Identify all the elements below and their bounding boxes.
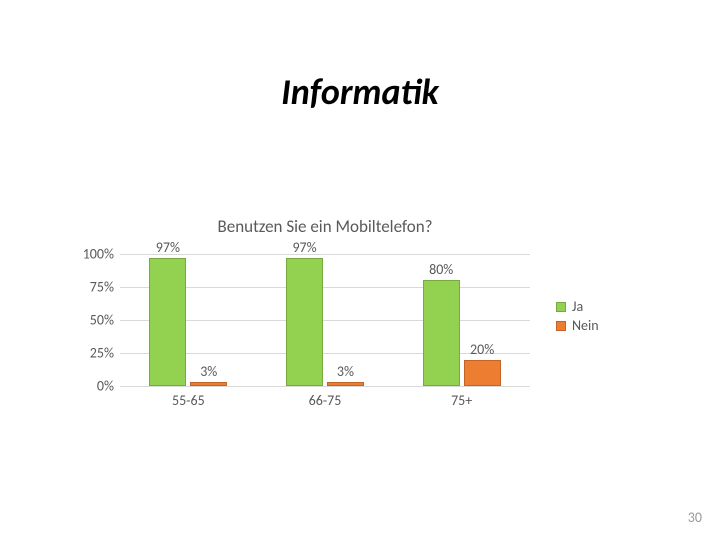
chart-legend: Ja Nein xyxy=(556,298,599,336)
gridline xyxy=(120,254,530,255)
bar-chart: 0%25%50%75%100%55-6597%3%66-7597%3%75+80… xyxy=(120,254,530,386)
y-axis-tick-label: 50% xyxy=(74,312,114,329)
legend-label: Ja xyxy=(572,298,583,315)
x-axis-tick-label: 55-65 xyxy=(172,392,205,409)
bar-data-label: 3% xyxy=(337,363,354,380)
y-axis-tick-label: 75% xyxy=(74,279,114,296)
bar xyxy=(149,258,186,386)
bar xyxy=(286,258,323,386)
legend-swatch xyxy=(556,321,566,331)
bar xyxy=(464,360,501,386)
bar-data-label: 3% xyxy=(200,363,217,380)
bar xyxy=(190,382,227,386)
bar xyxy=(423,280,460,386)
chart-title: Benutzen Sie ein Mobiltelefon? xyxy=(120,216,530,237)
legend-item: Ja xyxy=(556,298,599,315)
bar-data-label: 20% xyxy=(470,341,494,358)
y-axis-tick-label: 100% xyxy=(74,246,114,263)
slide-title: Informatik xyxy=(0,70,720,114)
bar xyxy=(327,382,364,386)
legend-item: Nein xyxy=(556,317,599,334)
gridline xyxy=(120,386,530,387)
bar-data-label: 97% xyxy=(292,239,316,256)
y-axis-tick-label: 25% xyxy=(74,345,114,362)
legend-label: Nein xyxy=(572,317,599,334)
bar-data-label: 97% xyxy=(156,239,180,256)
y-axis-tick-label: 0% xyxy=(74,378,114,395)
x-axis-tick-label: 66-75 xyxy=(309,392,342,409)
bar-data-label: 80% xyxy=(429,261,453,278)
slide-number: 30 xyxy=(688,509,702,526)
legend-swatch xyxy=(556,302,566,312)
x-axis-tick-label: 75+ xyxy=(451,392,472,409)
plot-area: 0%25%50%75%100%55-6597%3%66-7597%3%75+80… xyxy=(120,254,530,386)
